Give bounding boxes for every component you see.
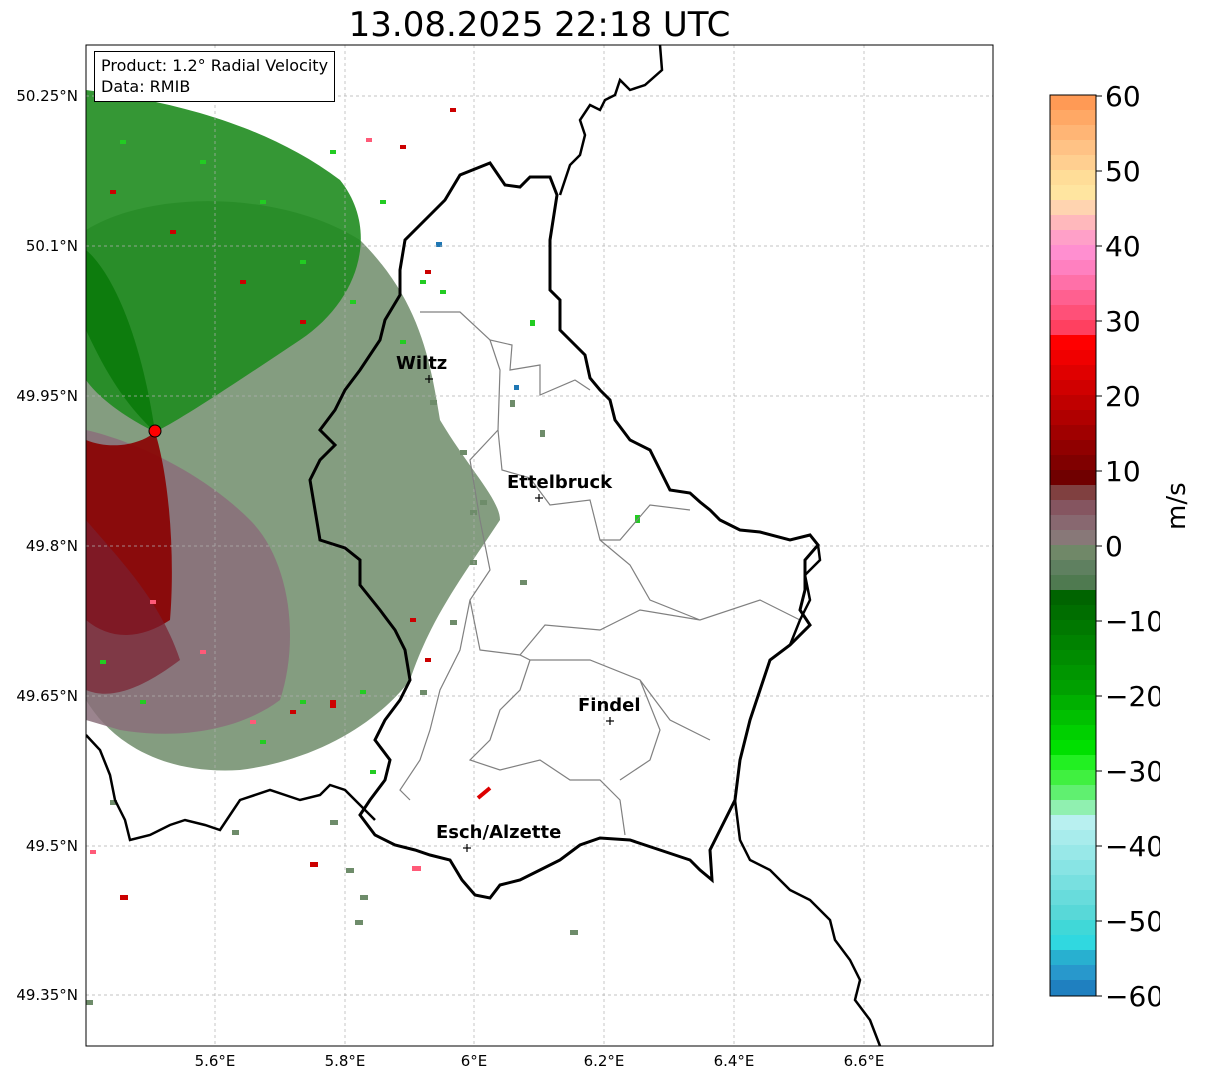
colorbar-tick-label: −30 [1105,755,1160,788]
radar-site-marker [148,424,162,438]
lat-label: 49.35°N [16,986,78,1004]
velocity-speckle-blue [436,242,519,390]
latitude-labels: 50.25°N 50.1°N 49.95°N 49.8°N 49.65°N 49… [16,87,78,1004]
city-marker-wiltz: Wiltz [396,353,447,383]
colorbar-tick-label: −20 [1105,680,1160,713]
map-gridlines [86,45,993,1046]
france-belgium-border [86,734,376,842]
colorbar-tick-label: 0 [1105,530,1123,563]
lon-label: 6.6°E [844,1052,885,1070]
city-marker-esch-alzette: Esch/Alzette [436,822,561,852]
lat-label: 49.8°N [26,537,78,555]
germany-border [558,45,882,1046]
longitude-labels: 5.6°E 5.8°E 6°E 6.2°E 6.4°E 6.6°E [195,1052,885,1070]
product-info-box: Product: 1.2° Radial Velocity Data: RMIB [94,51,336,102]
lon-label: 5.8°E [325,1052,366,1070]
city-label-wiltz: Wiltz [396,353,447,374]
velocity-speckle-gray [86,400,578,1005]
city-marker-findel: Findel [578,695,641,725]
map-title: 13.08.2025 22:18 UTC [348,5,731,45]
canton-borders [399,311,801,836]
lat-label: 49.65°N [16,687,78,705]
lat-label: 50.1°N [26,237,78,255]
city-label-esch-alzette: Esch/Alzette [436,822,561,843]
colorbar-tick-label: −60 [1105,980,1160,1013]
lat-label: 49.5°N [26,837,78,855]
radar-velocity-field [86,90,640,1005]
city-marker-ettelbruck: Ettelbruck [507,472,613,502]
colorbar-tick-label: 60 [1105,80,1141,113]
velocity-speckle-red [110,108,456,900]
colorbar-tick-label: −50 [1105,905,1160,938]
velocity-speckle-pink [90,138,421,871]
colorbar-tick-label: 50 [1105,155,1141,188]
lat-label: 50.25°N [16,87,78,105]
map-frame [85,44,994,1047]
colorbar-tick-label: 20 [1105,380,1141,413]
colorbar-tick-label: 30 [1105,305,1141,338]
lat-label: 49.95°N [16,387,78,405]
colorbar-tick-label: 40 [1105,230,1141,263]
luxembourg-border [308,161,820,900]
product-label: Product: 1.2° Radial Velocity [101,56,329,75]
radar-map: Wiltz Ettelbruck Findel Esch/Alzette 50.… [16,44,994,1070]
city-label-ettelbruck: Ettelbruck [507,472,613,493]
velocity-colorbar: 60 50 40 30 20 10 0 −10 −20 −30 −40 −50 … [1049,80,1160,1013]
lon-label: 6.2°E [584,1052,625,1070]
colorbar-ticks [1096,95,1102,997]
colorbar-tick-label: −40 [1105,830,1160,863]
colorbar-tick-label: −10 [1105,605,1160,638]
lon-label: 6.4°E [714,1052,755,1070]
colorbar-bands [1050,95,1096,996]
colorbar-tick-labels: 60 50 40 30 20 10 0 −10 −20 −30 −40 −50 … [1105,80,1160,1013]
city-label-findel: Findel [578,695,641,716]
lon-label: 6°E [461,1052,488,1070]
lon-label: 5.6°E [195,1052,236,1070]
colorbar-tick-label: 10 [1105,455,1141,488]
data-source-label: Data: RMIB [101,77,191,96]
colorbar-unit-label: m/s [1162,482,1192,530]
